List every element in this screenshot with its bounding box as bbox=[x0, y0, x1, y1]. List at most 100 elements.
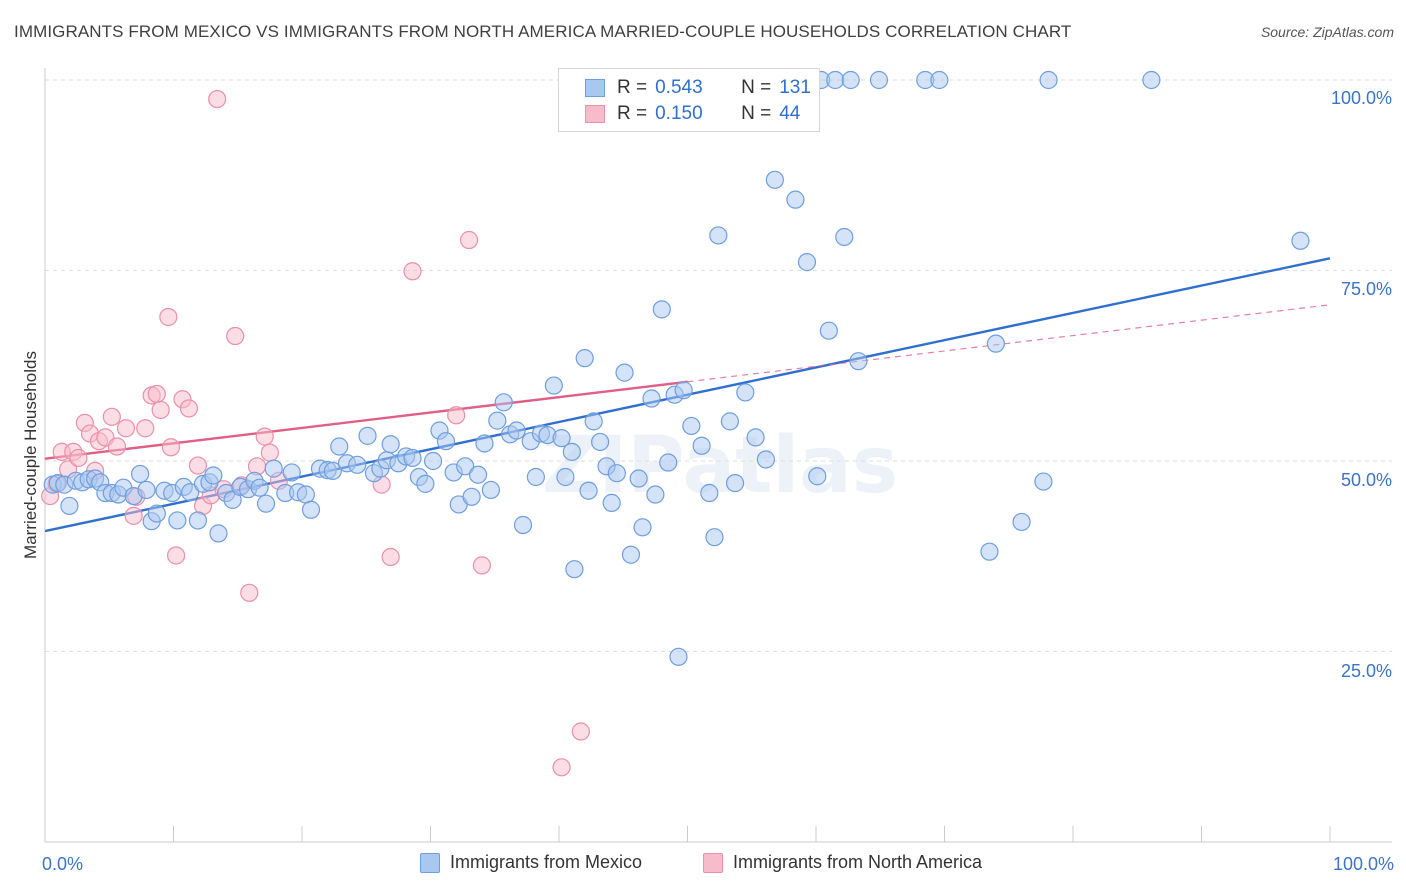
data-point-mexico bbox=[841, 70, 860, 90]
data-point-north-america bbox=[381, 547, 400, 567]
data-point-mexico bbox=[786, 190, 805, 209]
data-point-mexico bbox=[980, 542, 999, 561]
data-point-north-america bbox=[571, 722, 590, 741]
data-point-mexico bbox=[188, 511, 208, 530]
x-tick-label: 100.0% bbox=[1333, 854, 1394, 874]
data-point-mexico bbox=[869, 70, 889, 90]
data-point-mexico bbox=[646, 485, 665, 504]
data-point-mexico bbox=[494, 393, 513, 412]
data-point-north-america bbox=[159, 307, 178, 327]
tick-labels: 25.0% 50.0% 75.0% 100.0% 0.0% 100.0% Married-c… bbox=[21, 88, 1394, 874]
data-point-north-america bbox=[472, 556, 491, 575]
data-point-mexico bbox=[475, 434, 494, 453]
data-point-mexico bbox=[488, 411, 507, 430]
data-point-mexico bbox=[720, 412, 740, 431]
legend-n-value: 44 bbox=[779, 103, 801, 124]
data-point-mexico bbox=[1012, 512, 1031, 532]
data-point-mexico bbox=[808, 467, 827, 486]
data-point-mexico bbox=[849, 352, 868, 371]
y-tick-label: 50.0% bbox=[1341, 470, 1392, 490]
data-point-mexico bbox=[256, 494, 276, 513]
data-point-north-america bbox=[260, 443, 279, 462]
data-point-mexico bbox=[436, 432, 456, 451]
bottom-legend-mexico: Immigrants from Mexico bbox=[420, 852, 642, 873]
data-point-mexico bbox=[456, 457, 475, 476]
data-point-mexico bbox=[591, 432, 610, 452]
data-point-mexico bbox=[659, 453, 678, 472]
legend-swatch-mexico bbox=[585, 79, 605, 97]
chart-title: IMMIGRANTS FROM MEXICO VS IMMIGRANTS FRO… bbox=[14, 22, 1072, 41]
x-tick-label: 0.0% bbox=[42, 854, 83, 874]
data-point-mexico bbox=[181, 483, 200, 502]
data-point-mexico bbox=[552, 429, 571, 448]
data-point-mexico bbox=[584, 412, 603, 431]
stats-legend: R = 0.543 N = 131 R = 0.150 N = 44 bbox=[558, 68, 820, 132]
bottom-legend-label-north-america: Immigrants from North America bbox=[733, 852, 983, 872]
data-point-mexico bbox=[633, 518, 652, 537]
y-tick-label: 100.0% bbox=[1331, 88, 1392, 108]
data-point-mexico bbox=[579, 481, 598, 500]
data-point-mexico bbox=[575, 349, 594, 368]
legend-r-value: 0.543 bbox=[655, 77, 703, 98]
data-point-mexico bbox=[209, 524, 228, 543]
data-point-north-america bbox=[166, 546, 186, 565]
data-point-mexico bbox=[381, 435, 400, 454]
legend-n-label: N = bbox=[741, 103, 772, 124]
data-point-north-america bbox=[208, 89, 227, 109]
data-point-mexico bbox=[736, 383, 755, 402]
data-point-mexico bbox=[403, 448, 422, 468]
data-point-mexico bbox=[986, 334, 1006, 353]
data-point-mexico bbox=[629, 469, 648, 488]
data-point-mexico bbox=[797, 253, 817, 272]
data-point-north-america bbox=[161, 438, 181, 457]
data-point-mexico bbox=[416, 474, 435, 493]
data-point-north-america bbox=[240, 583, 259, 602]
data-point-mexico bbox=[669, 647, 688, 666]
points-mexico bbox=[43, 70, 1310, 666]
data-point-mexico bbox=[1142, 70, 1161, 90]
data-point-mexico bbox=[168, 511, 187, 530]
data-point-mexico bbox=[565, 560, 584, 579]
data-point-north-america bbox=[255, 427, 274, 446]
data-point-north-america bbox=[107, 437, 127, 456]
data-point-north-america bbox=[179, 399, 199, 418]
data-point-north-america bbox=[102, 407, 121, 426]
data-point-mexico bbox=[348, 455, 367, 474]
data-point-mexico bbox=[513, 515, 533, 535]
data-point-mexico bbox=[682, 416, 701, 436]
data-point-north-america bbox=[147, 384, 166, 404]
bottom-legend-label-mexico: Immigrants from Mexico bbox=[450, 852, 643, 872]
data-point-mexico bbox=[930, 70, 949, 90]
data-point-mexico bbox=[330, 437, 349, 456]
data-point-mexico bbox=[296, 485, 315, 504]
data-point-north-america bbox=[136, 419, 155, 438]
data-point-mexico bbox=[756, 450, 775, 469]
data-point-mexico bbox=[692, 436, 711, 455]
data-point-north-america bbox=[226, 326, 245, 346]
data-point-mexico bbox=[835, 227, 854, 247]
data-point-north-america bbox=[188, 456, 208, 475]
axes bbox=[44, 68, 1392, 843]
grid-lines bbox=[45, 79, 1392, 652]
data-point-mexico bbox=[137, 480, 156, 500]
data-point-mexico bbox=[1034, 472, 1053, 491]
source-label: Source: ZipAtlas.com bbox=[1260, 24, 1394, 40]
legend-n-label: N = bbox=[741, 77, 772, 98]
data-point-mexico bbox=[507, 421, 526, 440]
data-point-north-america bbox=[116, 419, 136, 438]
data-point-north-america bbox=[447, 406, 466, 425]
data-point-mexico bbox=[1291, 231, 1310, 250]
legend-r-label: R = bbox=[617, 103, 648, 124]
data-point-mexico bbox=[147, 504, 166, 523]
data-point-mexico bbox=[700, 483, 719, 503]
data-point-north-america bbox=[124, 506, 143, 525]
bottom-legend-swatch-mexico bbox=[420, 852, 440, 873]
data-point-mexico bbox=[544, 376, 563, 395]
data-point-mexico bbox=[481, 480, 500, 500]
data-point-mexico bbox=[674, 381, 693, 400]
trend-line-north-america bbox=[44, 380, 688, 460]
data-point-mexico bbox=[423, 451, 443, 471]
legend-row-north-america: R = 0.150 N = 44 bbox=[585, 102, 800, 126]
bottom-legend-swatch-north-america bbox=[703, 852, 723, 873]
